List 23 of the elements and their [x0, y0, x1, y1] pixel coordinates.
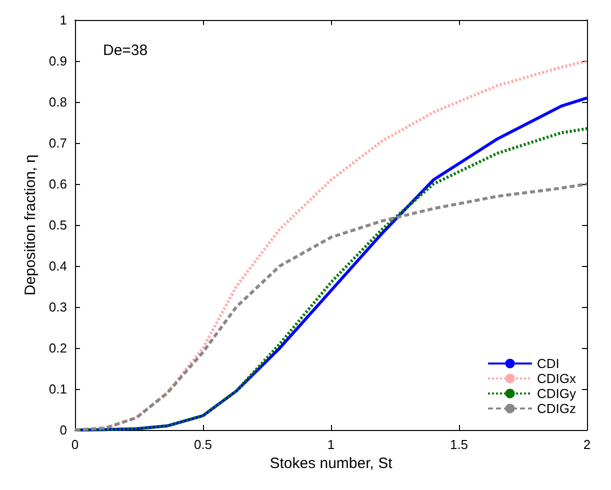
x-tick-label: 1 [327, 437, 335, 452]
legend-label: CDIGx [537, 371, 576, 386]
legend-label: CDI [537, 356, 560, 371]
legend-label: CDIGy [537, 386, 576, 401]
y-tick-label: 0.8 [48, 94, 67, 110]
x-tick-label: 0.5 [194, 437, 212, 452]
x-tick-label: 2 [583, 437, 591, 452]
x-axis-title: Stokes number, St [270, 455, 394, 472]
y-tick-label: 0.6 [48, 176, 67, 192]
y-tick-label: 1 [60, 12, 67, 28]
y-tick-label: 0.7 [48, 136, 67, 150]
y-tick-label: 0.5 [48, 218, 67, 232]
y-tick-label: 0 [60, 422, 67, 438]
y-tick-label: 0.3 [48, 300, 67, 314]
legend-label: CDIGz [537, 401, 576, 416]
annotation: De=38 [103, 42, 148, 59]
y-axis-title: Deposition fraction, η [22, 154, 40, 296]
y-tick-label: 0.4 [48, 258, 67, 274]
y-tick-label: 0.1 [48, 382, 67, 396]
y-tick-label: 0.9 [48, 54, 67, 68]
x-tick-label: 1.5 [450, 437, 468, 452]
x-tick-label: 0 [71, 437, 79, 452]
y-tick-label: 0.2 [48, 340, 67, 356]
